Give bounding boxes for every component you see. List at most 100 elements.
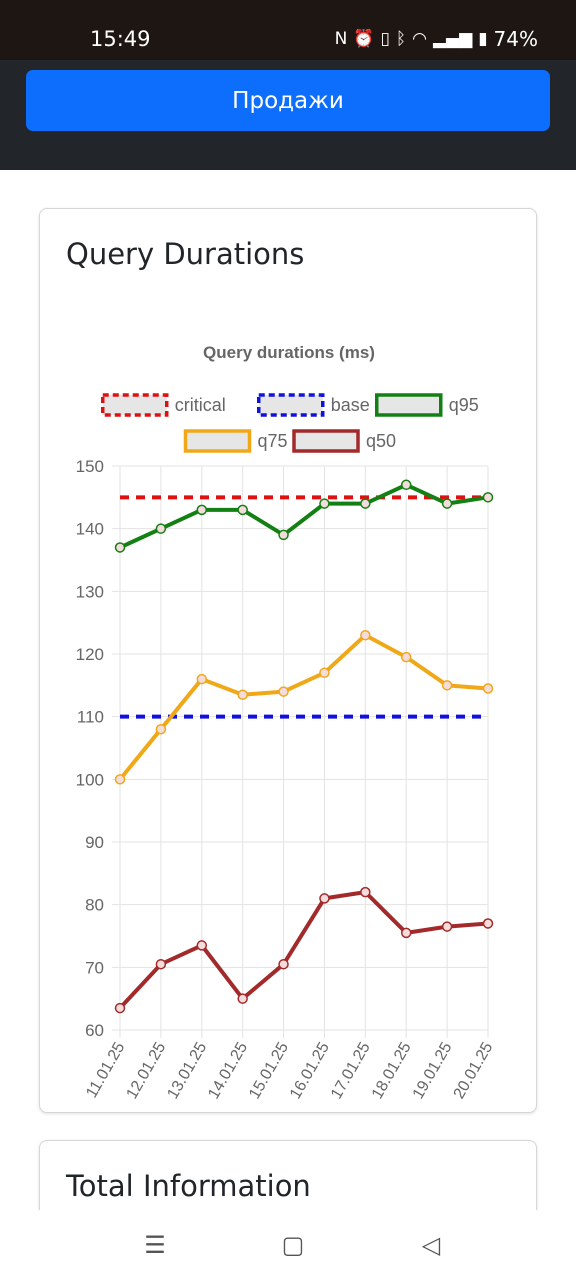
data-point-q75 bbox=[237, 689, 248, 700]
x-tick-label: 19.01.25 bbox=[410, 1039, 456, 1102]
data-point-q75 bbox=[400, 651, 412, 663]
legend-swatch bbox=[257, 393, 325, 417]
y-tick-label: 130 bbox=[76, 582, 104, 601]
x-tick-label: 20.01.25 bbox=[451, 1039, 497, 1102]
bluetooth-icon: ᛒ bbox=[395, 29, 407, 49]
chart-legend: critical base q95 q75 q50 bbox=[101, 393, 479, 453]
x-axis: 11.01.2512.01.2513.01.2514.01.2515.01.25… bbox=[83, 1039, 496, 1102]
data-point-q75 bbox=[278, 686, 289, 697]
data-point-q50 bbox=[441, 921, 453, 932]
legend-item-base: base bbox=[257, 393, 370, 417]
total-title: Total Information bbox=[66, 1169, 311, 1203]
y-tick-label: 110 bbox=[77, 708, 104, 727]
data-point-q75 bbox=[114, 774, 126, 785]
data-point-q95 bbox=[360, 498, 371, 509]
status-icons: N ⏰ ▯ ᛒ ◠ ▂▄▆ ▮ 74% bbox=[335, 27, 538, 51]
y-tick-label: 120 bbox=[76, 645, 104, 664]
y-tick-label: 100 bbox=[76, 770, 104, 789]
data-point-q75 bbox=[155, 723, 167, 735]
x-tick-label: 18.01.25 bbox=[369, 1039, 415, 1102]
app-header: Продажи bbox=[0, 60, 576, 170]
y-axis: 60 70 80 90 100 110 120 130 140 150 bbox=[76, 457, 104, 1040]
series-line-q50 bbox=[118, 890, 489, 1010]
x-tick-label: 12.01.25 bbox=[123, 1039, 169, 1102]
data-point-q50 bbox=[278, 958, 289, 970]
data-point-q75 bbox=[360, 629, 371, 641]
battery-percent: 74% bbox=[493, 27, 538, 51]
card-title: Query Durations bbox=[66, 237, 305, 271]
x-tick-label: 14.01.25 bbox=[205, 1039, 251, 1102]
data-point-q95 bbox=[155, 523, 167, 534]
data-point-q50 bbox=[482, 918, 494, 929]
data-point-q50 bbox=[237, 993, 248, 1004]
vibrate-icon: ▯ bbox=[380, 29, 390, 49]
series-q75 bbox=[114, 629, 494, 785]
data-point-q75 bbox=[319, 667, 330, 679]
data-point-q50 bbox=[319, 893, 330, 904]
legend-label: critical bbox=[175, 395, 226, 415]
legend-label: q95 bbox=[449, 395, 479, 415]
data-point-q50 bbox=[360, 886, 371, 898]
main-content: Query Durations Query durations (ms) cri… bbox=[0, 170, 576, 1210]
alarm-icon: ⏰ bbox=[353, 29, 375, 49]
legend-item-critical: critical bbox=[101, 393, 226, 417]
data-point-q50 bbox=[196, 940, 208, 951]
legend-swatch bbox=[292, 429, 360, 453]
y-tick-label: 140 bbox=[76, 520, 104, 539]
nfc-icon: N bbox=[334, 29, 348, 49]
legend-item-q95: q95 bbox=[375, 393, 479, 417]
home-icon: ▢ bbox=[281, 1231, 305, 1259]
chart-plot bbox=[114, 479, 494, 1014]
navigation-bar: ☰ ▢ ◁ bbox=[0, 1210, 576, 1280]
y-tick-label: 60 bbox=[85, 1021, 104, 1040]
x-tick-label: 16.01.25 bbox=[287, 1039, 333, 1102]
data-point-q95 bbox=[278, 529, 289, 541]
legend-label: base bbox=[331, 395, 370, 415]
recent-apps-button[interactable]: ☰ bbox=[135, 1230, 175, 1260]
y-tick-label: 70 bbox=[85, 958, 104, 977]
legend-label: q75 bbox=[258, 431, 288, 451]
data-point-q75 bbox=[196, 673, 208, 685]
legend-label: q50 bbox=[366, 431, 396, 451]
total-information-card: Total Information bbox=[39, 1140, 537, 1210]
chart-grid bbox=[112, 465, 489, 1038]
query-durations-chart: Query durations (ms) critical base q95 q75 q… bbox=[76, 343, 497, 1102]
battery-icon: ▮ bbox=[478, 29, 488, 49]
sales-button[interactable]: Продажи bbox=[26, 70, 550, 131]
data-point-q95 bbox=[319, 498, 330, 509]
signal-icon: ▂▄▆ bbox=[432, 29, 473, 49]
data-point-q50 bbox=[155, 958, 167, 970]
back-button[interactable]: ◁ bbox=[411, 1230, 451, 1260]
data-point-q75 bbox=[441, 680, 453, 691]
data-point-q50 bbox=[400, 927, 412, 939]
query-durations-card: Query Durations Query durations (ms) cri… bbox=[39, 208, 537, 1113]
data-point-q75 bbox=[482, 683, 494, 694]
y-tick-label: 90 bbox=[85, 833, 104, 852]
wifi-icon: ◠ bbox=[412, 29, 427, 49]
chart-title: Query durations (ms) bbox=[203, 343, 375, 362]
data-point-q95 bbox=[441, 498, 453, 509]
data-point-q95 bbox=[196, 504, 208, 516]
status-bar: 15:49 N ⏰ ▯ ᛒ ◠ ▂▄▆ ▮ 74% bbox=[0, 0, 576, 60]
legend-swatch bbox=[375, 393, 443, 417]
home-button[interactable]: ▢ bbox=[273, 1230, 313, 1260]
series-line-q95 bbox=[119, 482, 489, 550]
x-tick-label: 17.01.25 bbox=[328, 1039, 374, 1102]
x-tick-label: 11.01.25 bbox=[83, 1039, 128, 1100]
data-point-q95 bbox=[400, 479, 412, 491]
series-line-q75 bbox=[118, 633, 489, 781]
data-point-q95 bbox=[237, 504, 248, 516]
series-q50 bbox=[114, 886, 494, 1014]
data-point-q50 bbox=[114, 1002, 126, 1014]
legend-swatch bbox=[101, 393, 169, 417]
y-tick-label: 80 bbox=[85, 896, 104, 915]
x-tick-label: 15.01.25 bbox=[246, 1039, 292, 1102]
legend-item-q75: q75 bbox=[183, 429, 288, 453]
back-icon: ◁ bbox=[421, 1231, 441, 1259]
data-point-q95 bbox=[482, 492, 494, 503]
status-time: 15:49 bbox=[90, 27, 151, 51]
y-tick-label: 150 bbox=[76, 457, 104, 476]
legend-swatch bbox=[183, 429, 252, 453]
x-tick-label: 13.01.25 bbox=[164, 1039, 210, 1102]
series-q95 bbox=[114, 479, 494, 553]
